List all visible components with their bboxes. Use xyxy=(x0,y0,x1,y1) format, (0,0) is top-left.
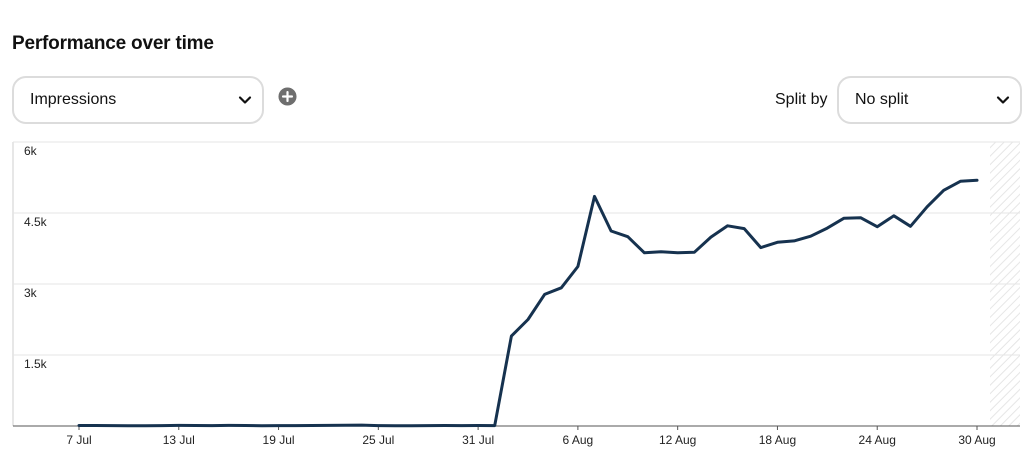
x-tick-label: 25 Jul xyxy=(362,433,394,447)
x-tick-label: 13 Jul xyxy=(163,433,195,447)
split-select-value: No split xyxy=(855,91,909,108)
chevron-down-icon xyxy=(996,96,1010,104)
plus-circle-icon[interactable] xyxy=(278,87,297,106)
chevron-down-icon xyxy=(238,96,252,104)
y-tick-label: 1.5k xyxy=(24,357,48,371)
y-tick-label: 4.5k xyxy=(24,215,48,229)
x-tick-label: 7 Jul xyxy=(66,433,91,447)
split-select[interactable]: No split xyxy=(837,76,1022,124)
impressions-series-line xyxy=(77,178,979,428)
split-by-label: Split by xyxy=(775,91,828,108)
x-tick-label: 30 Aug xyxy=(958,433,995,447)
x-tick-label: 12 Aug xyxy=(659,433,696,447)
x-tick-label: 31 Jul xyxy=(462,433,494,447)
x-tick-label: 18 Aug xyxy=(759,433,796,447)
x-tick-label: 24 Aug xyxy=(859,433,896,447)
y-tick-label: 3k xyxy=(24,286,38,300)
y-tick-label: 6k xyxy=(24,144,38,158)
metric-select-value: Impressions xyxy=(30,91,117,108)
page-title: Performance over time xyxy=(12,33,214,54)
x-tick-label: 19 Jul xyxy=(263,433,295,447)
x-tick-label: 6 Aug xyxy=(563,433,594,447)
metric-select[interactable]: Impressions xyxy=(12,76,264,124)
